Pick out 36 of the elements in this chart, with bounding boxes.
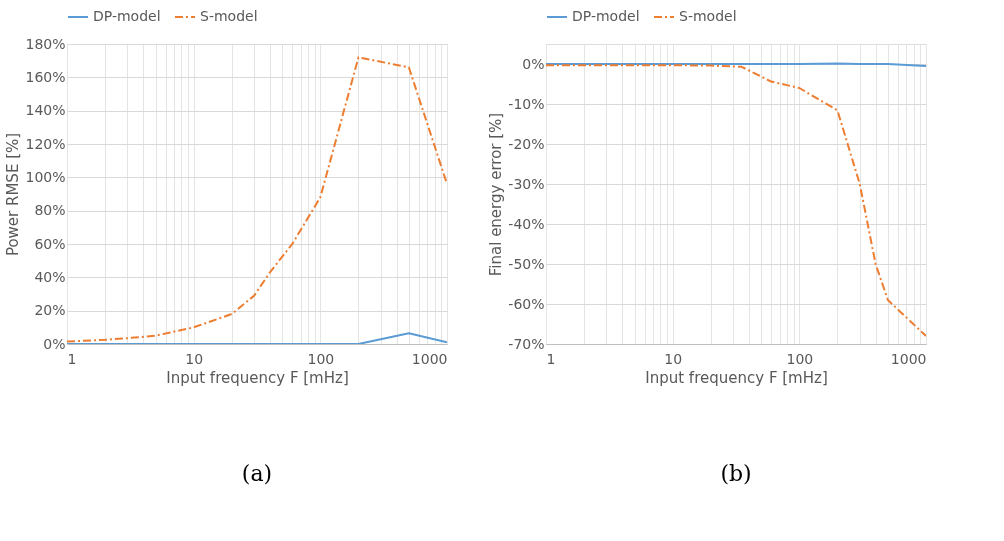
y-tick-label: 80% [34,202,66,219]
y-tick-label: -20% [508,135,545,152]
x-tick-label: 1000 [890,350,927,367]
y-tick-label: 140% [25,102,66,119]
y-tick-label: -60% [508,295,545,312]
y-tick-label: 0% [522,55,545,72]
x-tick-label: 1 [546,350,556,367]
y-tick-label: 120% [25,135,66,152]
y-tick-label: -30% [508,175,545,192]
y-axis-title: Power RMSE [%] [4,132,23,257]
y-tick-label: 40% [34,268,66,285]
y-axis-title: Final energy error [%] [487,112,506,277]
x-tick-label: 100 [786,350,814,367]
y-tick-label: -50% [508,255,545,272]
legend-label: DP-model [572,8,640,24]
x-tick-label: 1 [67,350,77,367]
legend-label: S-model [200,8,258,24]
y-tick-label: 0% [43,335,66,352]
y-tick-label: -70% [508,335,545,352]
y-tick-label: 100% [25,168,66,185]
y-tick-label: 60% [34,235,66,252]
y-tick-label: -10% [508,95,545,112]
y-tick-label: 20% [34,302,66,319]
y-tick-label: 180% [25,35,66,52]
y-tick-label: 160% [25,68,66,85]
x-tick-label: 1000 [411,350,448,367]
x-tick-label: 10 [664,350,683,367]
x-axis-title: Input frequency F [mHz] [166,368,349,387]
y-tick-label: -40% [508,215,545,232]
x-tick-label: 10 [185,350,204,367]
legend-label: DP-model [93,8,161,24]
text: (b) [720,461,752,486]
legend-label: S-model [679,8,737,24]
x-tick-label: 100 [307,350,335,367]
x-axis-title: Input frequency F [mHz] [645,368,828,387]
text: (a) [241,461,273,486]
